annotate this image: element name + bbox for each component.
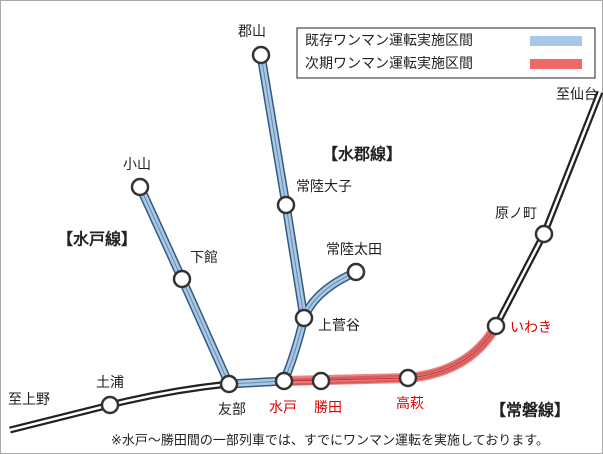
station-label: 友部 — [218, 402, 246, 418]
station-label: 水戸 — [269, 400, 297, 416]
station-label: 郡山 — [238, 24, 266, 40]
station-label: 土浦 — [96, 375, 124, 391]
station-label: 下館 — [190, 249, 218, 266]
line-label: 【水郡線】 — [322, 145, 402, 164]
legend: 既存ワンマン運転実施区間 次期ワンマン運転実施区間 — [296, 27, 596, 79]
station-label: 常陸大子 — [296, 179, 352, 195]
legend-label: 次期ワンマン運転実施区間 — [305, 56, 473, 72]
destination-label: 至上野 — [8, 392, 50, 408]
legend-swatch — [530, 36, 582, 46]
stations — [100, 45, 554, 415]
legend-swatch — [530, 59, 582, 69]
destination-label: 至仙台 — [556, 87, 598, 103]
station-label: 勝田 — [314, 400, 342, 416]
station-label: 上菅谷 — [318, 318, 360, 334]
station-label: 常陸太田 — [326, 242, 382, 258]
line-label: 【水戸線】 — [57, 230, 137, 249]
line-label: 【常磐線】 — [490, 401, 570, 420]
station-label: 小山 — [123, 157, 151, 173]
note: ※水戸～勝田間の一部列車では、すでにワンマン運転を実施しております。 — [111, 433, 549, 449]
legend-label: 既存ワンマン運転実施区間 — [305, 33, 473, 49]
station-label: いわき — [510, 320, 552, 336]
station-label: 原ノ町 — [495, 206, 537, 222]
station-label: 高萩 — [396, 395, 424, 412]
